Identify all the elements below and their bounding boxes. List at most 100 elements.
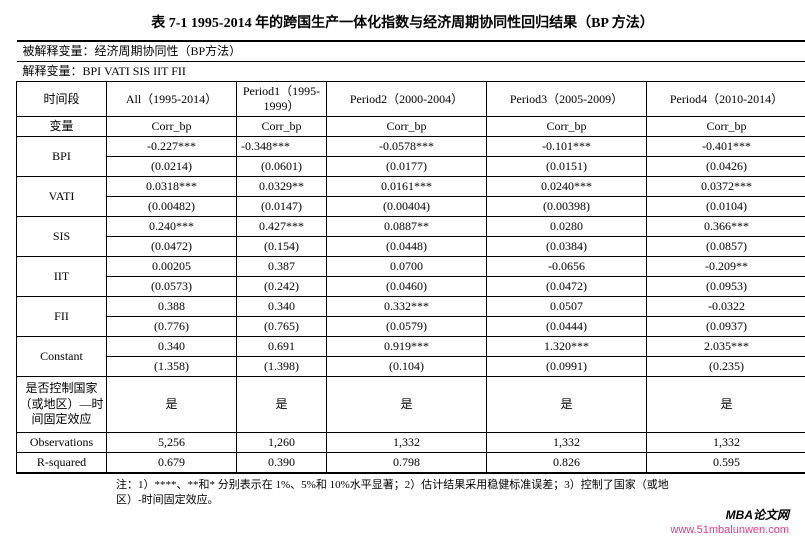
cell: 0.0329**	[237, 177, 327, 197]
cell: 0.366***	[647, 217, 805, 237]
cell: (0.0147)	[237, 197, 327, 217]
period-1: Period1（1995-1999）	[237, 82, 327, 117]
cell: 0.0161***	[327, 177, 487, 197]
cell: -0.0578***	[327, 137, 487, 157]
indep-var-header: 解释变量：BPI VATI SIS IIT FII	[17, 62, 805, 82]
cell: -0.0322	[647, 297, 805, 317]
cell: (0.00482)	[107, 197, 237, 217]
row-const-coef: Constant 0.340 0.691 0.919*** 1.320*** 2…	[17, 337, 805, 357]
period-row: 时间段 All（1995-2014） Period1（1995-1999） Pe…	[17, 82, 805, 117]
cell: (0.235)	[647, 357, 805, 377]
cell: 5,256	[107, 432, 237, 452]
cell: (0.154)	[237, 237, 327, 257]
cell: 0.798	[327, 452, 487, 473]
cell: 1,260	[237, 432, 327, 452]
row-bpi-coef: BPI -0.227*** -0.348*** -0.0578*** -0.10…	[17, 137, 805, 157]
row-fii-coef: FII 0.388 0.340 0.332*** 0.0507 -0.0322	[17, 297, 805, 317]
cell: 0.427***	[237, 217, 327, 237]
bpi-label: BPI	[17, 137, 107, 177]
cell: 0.388	[107, 297, 237, 317]
cell: 2.035***	[647, 337, 805, 357]
cell: (0.242)	[237, 277, 327, 297]
cell: (0.0151)	[487, 157, 647, 177]
watermark: MBA论文网 www.51mbalunwen.com	[16, 509, 789, 535]
cell: (0.0104)	[647, 197, 805, 217]
var-header-row: 变量 Corr_bp Corr_bp Corr_bp Corr_bp Corr_…	[17, 117, 805, 137]
cell: 0.00205	[107, 257, 237, 277]
row-r2: R-squared 0.679 0.390 0.798 0.826 0.595	[17, 452, 805, 473]
cell: 0.0372***	[647, 177, 805, 197]
cell: 1,332	[327, 432, 487, 452]
row-fii-se: (0.776) (0.765) (0.0579) (0.0444) (0.093…	[17, 317, 805, 337]
fe-val: 是	[647, 377, 805, 433]
cell: 0.0887**	[327, 217, 487, 237]
cell: (0.0214)	[107, 157, 237, 177]
cell: (0.0953)	[647, 277, 805, 297]
cell: (0.0460)	[327, 277, 487, 297]
row-obs: Observations 5,256 1,260 1,332 1,332 1,3…	[17, 432, 805, 452]
period-4: Period4（2010-2014）	[647, 82, 805, 117]
cell: -0.101***	[487, 137, 647, 157]
sis-label: SIS	[17, 217, 107, 257]
depvar-p4: Corr_bp	[647, 117, 805, 137]
cell: (0.0384)	[487, 237, 647, 257]
cell: (0.104)	[327, 357, 487, 377]
cell: -0.348***	[237, 137, 327, 157]
row-iit-coef: IIT 0.00205 0.387 0.0700 -0.0656 -0.209*…	[17, 257, 805, 277]
cell: -0.0656	[487, 257, 647, 277]
fe-val: 是	[327, 377, 487, 433]
cell: (0.0177)	[327, 157, 487, 177]
row-iit-se: (0.0573) (0.242) (0.0460) (0.0472) (0.09…	[17, 277, 805, 297]
cell: (0.776)	[107, 317, 237, 337]
cell: (0.0573)	[107, 277, 237, 297]
cell: (1.358)	[107, 357, 237, 377]
depvar-p1: Corr_bp	[237, 117, 327, 137]
cell: 0.0507	[487, 297, 647, 317]
cell: 0.240***	[107, 217, 237, 237]
table-title: 表 7-1 1995-2014 年的跨国生产一体化指数与经济周期协同性回归结果（…	[16, 12, 789, 32]
cell: (0.0472)	[107, 237, 237, 257]
cell: -0.227***	[107, 137, 237, 157]
cell: (0.0579)	[327, 317, 487, 337]
brand-url: www.51mbalunwen.com	[670, 524, 789, 536]
fe-label: 是否控制国家（或地区）—时间固定效应	[17, 377, 107, 433]
brand-name: MBA论文网	[726, 508, 789, 522]
fe-val: 是	[107, 377, 237, 433]
row-vati-coef: VATI 0.0318*** 0.0329** 0.0161*** 0.0240…	[17, 177, 805, 197]
cell: 0.919***	[327, 337, 487, 357]
row-sis-coef: SIS 0.240*** 0.427*** 0.0887** 0.0280 0.…	[17, 217, 805, 237]
period-2: Period2（2000-2004）	[327, 82, 487, 117]
cell: 0.0318***	[107, 177, 237, 197]
cell: (0.00398)	[487, 197, 647, 217]
cell: 1,332	[647, 432, 805, 452]
row-const-se: (1.358) (1.398) (0.104) (0.0991) (0.235)	[17, 357, 805, 377]
cell: (0.0448)	[327, 237, 487, 257]
period-all: All（1995-2014）	[107, 82, 237, 117]
period-3: Period3（2005-2009）	[487, 82, 647, 117]
cell: (0.0444)	[487, 317, 647, 337]
row-vati-se: (0.00482) (0.0147) (0.00404) (0.00398) (…	[17, 197, 805, 217]
cell: (0.765)	[237, 317, 327, 337]
cell: 0.595	[647, 452, 805, 473]
dep-var-header: 被解释变量：经济周期协同性（BP方法）	[17, 41, 805, 62]
cell: (0.00404)	[327, 197, 487, 217]
obs-label: Observations	[17, 432, 107, 452]
cell: 0.390	[237, 452, 327, 473]
cell: 0.826	[487, 452, 647, 473]
cell: -0.209**	[647, 257, 805, 277]
cell: 0.0700	[327, 257, 487, 277]
cell: 0.0240***	[487, 177, 647, 197]
fe-val: 是	[487, 377, 647, 433]
period-label: 时间段	[17, 82, 107, 117]
fe-val: 是	[237, 377, 327, 433]
cell: (0.0991)	[487, 357, 647, 377]
cell: (0.0857)	[647, 237, 805, 257]
cell: (1.398)	[237, 357, 327, 377]
cell: (0.0426)	[647, 157, 805, 177]
cell: (0.0601)	[237, 157, 327, 177]
iit-label: IIT	[17, 257, 107, 297]
depvar-all: Corr_bp	[107, 117, 237, 137]
depvar-p3: Corr_bp	[487, 117, 647, 137]
cell: 0.679	[107, 452, 237, 473]
cell: 1,332	[487, 432, 647, 452]
